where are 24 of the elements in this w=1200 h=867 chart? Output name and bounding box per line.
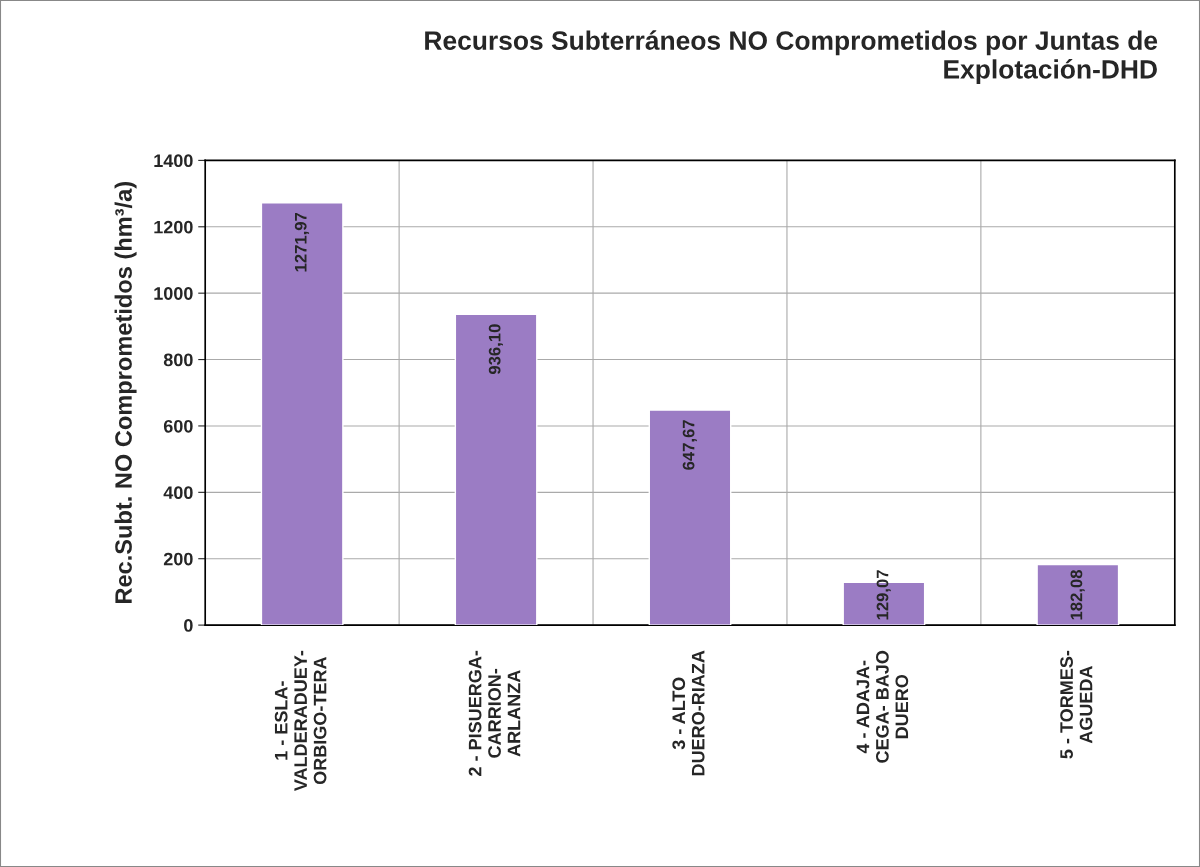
x-tick-label: 5 - TORMES- AGUEDA: [1060, 650, 1093, 759]
y-tick-label: 600: [163, 419, 193, 433]
y-tick-label: 400: [163, 486, 193, 500]
x-tick-label: 3 - ALTO DUERO-RIAZA: [672, 650, 705, 776]
data-label: 129,07: [876, 570, 891, 620]
y-tick-label: 1400: [154, 154, 193, 168]
bar: [1036, 563, 1120, 626]
y-tick-label: 1000: [154, 287, 193, 300]
x-tick-label: 2 - PISUERGA- CARRION- ARLANZA: [468, 650, 521, 776]
bar: [454, 313, 538, 626]
data-label: 182,08: [1070, 569, 1085, 620]
y-tick-label: 800: [163, 353, 193, 367]
y-tick-label: 0: [184, 619, 193, 632]
data-label: 647,67: [682, 420, 697, 470]
bar: [648, 409, 732, 626]
y-tick-label: 200: [163, 552, 193, 566]
y-axis-title: Rec.Subt. NO Comprometidos (hm³/a): [114, 182, 137, 604]
bar: [260, 202, 344, 626]
y-tick-label: 1200: [154, 220, 193, 234]
x-tick-label: 4 - ADAJA- CEGA- BAJO DUERO: [856, 650, 909, 763]
x-tick-label: 1 - ESLA- VALDERADUEY- ORBIGO-TERA: [274, 650, 327, 792]
chart-title: Recursos Subterráneos NO Comprometidos por Juntas de Explotación-DHD: [425, 30, 1158, 84]
data-label: 936,10: [488, 324, 503, 375]
data-label: 1271,97: [294, 212, 310, 272]
